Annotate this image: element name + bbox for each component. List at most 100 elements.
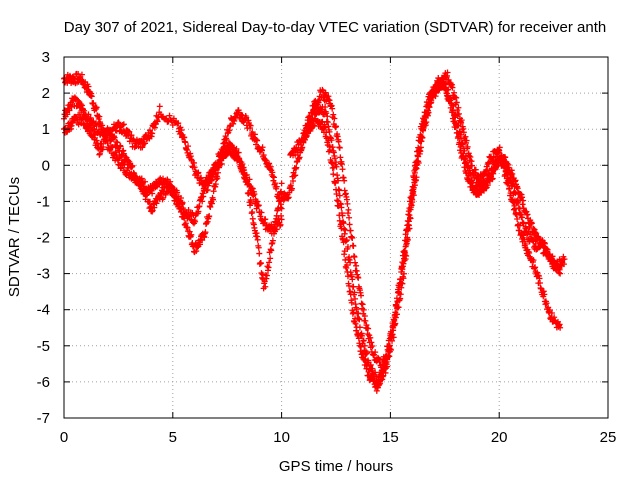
data-point [200,187,207,194]
data-point [514,185,521,192]
data-point [214,175,221,182]
data-point [441,81,448,88]
data-point [329,105,336,112]
data-point [341,248,348,255]
data-point [528,220,535,227]
data-point [206,177,213,184]
data-point [236,158,243,165]
chart-title: Day 307 of 2021, Sidereal Day-to-day VTE… [64,19,606,36]
data-point [364,363,371,370]
data-point [193,248,200,255]
data-point [126,128,133,135]
data-point [424,107,431,114]
data-point [256,250,263,257]
data-point [191,164,198,171]
data-point [262,283,269,290]
data-point [477,189,484,196]
data-point [353,324,360,331]
data-point [383,353,390,360]
series-track-6 [300,77,568,374]
y-tick-label: -1 [37,193,50,210]
data-point [360,306,367,313]
data-point [98,140,105,147]
data-point [561,256,568,263]
data-point [386,342,393,349]
data-point [379,367,386,374]
data-point [345,206,352,213]
data-point [291,172,298,179]
data-point [332,179,339,186]
data-point [341,177,348,184]
y-tick-label: 0 [42,157,50,174]
data-point [333,123,339,130]
data-point [336,217,343,224]
data-point [349,276,356,283]
data-point [404,236,411,243]
data-point [324,113,331,120]
data-point [265,264,272,271]
data-point [339,166,346,173]
data-point [322,89,329,96]
data-point [347,291,354,298]
data-point [353,262,360,269]
data-point [456,139,463,146]
data-point [90,100,97,107]
data-point [541,291,548,298]
data-point [467,154,474,161]
data-point [112,149,119,156]
data-point [277,221,284,228]
data-point [270,174,277,181]
data-point [254,236,261,243]
x-tick-label: 25 [600,429,617,446]
data-point [235,149,242,156]
y-tick-label: -3 [37,266,50,283]
data-point [367,334,374,341]
data-point [492,165,499,172]
data-point [120,150,127,157]
data-point [268,247,275,254]
data-point [340,220,347,227]
data-point [123,132,130,139]
data-point [338,225,345,232]
data-point [352,315,359,322]
data-point [359,350,366,357]
data-point [330,111,337,118]
data-point [349,234,356,241]
data-point [96,113,103,120]
data-point [333,163,340,170]
data-point [369,343,376,350]
data-point [418,135,425,142]
data-point [87,114,94,121]
data-point [278,180,285,187]
data-point [401,255,407,262]
data-point [410,184,417,191]
data-point [305,121,312,128]
data-point [444,69,451,76]
data-point [292,172,299,179]
data-point [281,190,288,197]
data-point [162,191,169,198]
data-point [93,137,100,144]
y-tick-label: -6 [37,374,50,391]
data-point [90,131,97,138]
data-point [477,176,484,183]
x-tick-label: 0 [60,429,68,446]
data-point [502,154,509,161]
data-point [348,299,355,306]
data-point [192,218,199,225]
data-point [337,154,344,161]
data-point [344,200,351,207]
data-point [372,349,379,356]
y-tick-label: -7 [37,410,50,427]
data-point [344,273,351,280]
data-point [358,343,365,350]
data-point [233,145,240,152]
data-point [344,243,351,250]
data-point [210,196,217,203]
data-point [251,191,258,198]
data-point [407,206,414,213]
data-point [346,221,353,228]
data-point [170,115,177,122]
data-point [409,196,416,203]
data-point [463,137,470,144]
